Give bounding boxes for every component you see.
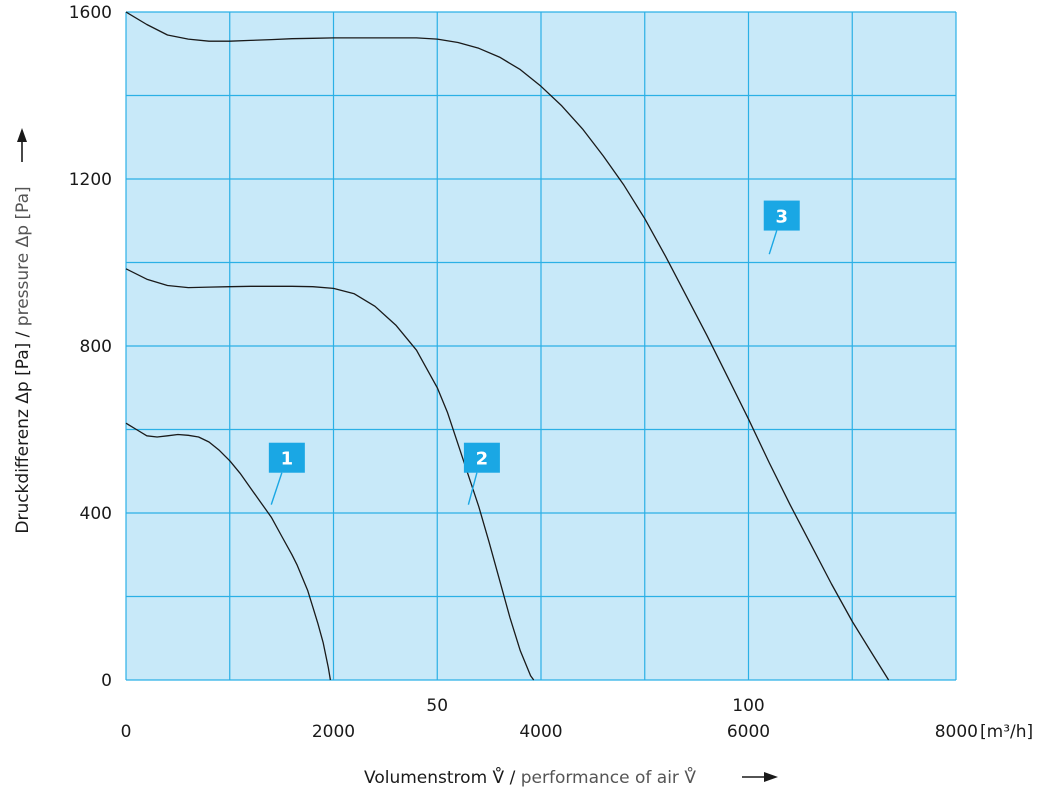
- curve-badge-label-1: 1: [281, 449, 294, 470]
- x-secondary-labels: 50 100: [426, 696, 764, 716]
- curve-badge-label-3: 3: [775, 207, 788, 228]
- x-axis-title-en: performance of air V̊: [521, 767, 697, 788]
- x-tick-label: 2000: [312, 722, 355, 742]
- y-tick-labels: 0 400 800 1200 1600: [69, 3, 112, 691]
- curve-line-2: [125, 268, 535, 681]
- curve-badge-leader-1: [270, 472, 283, 505]
- y-axis-title-de: Druckdifferenz Δp [Pa]: [13, 343, 33, 534]
- curve-badge-label-2: 2: [476, 449, 489, 470]
- y-tick-label: 0: [101, 671, 112, 691]
- x-tick-label: 6000: [727, 722, 770, 742]
- x-axis-arrow-icon: [742, 772, 778, 782]
- curve-badge-leader-2: [467, 472, 478, 505]
- curve-line-3: [125, 11, 890, 681]
- y-axis-title-en: pressure Δp [Pa]: [13, 186, 33, 326]
- curve-badge-2: [463, 442, 500, 473]
- curve-line-1: [125, 422, 332, 681]
- x-secondary-tick-label: 100: [732, 696, 764, 716]
- x-unit-label: [m³/h]: [980, 722, 1033, 742]
- curve-badges: 1 2 3: [268, 200, 800, 505]
- x-axis-title: Volumenstrom V̊ / performance of air V̊: [364, 767, 696, 788]
- y-axis-arrow-icon: [17, 128, 27, 162]
- y-axis-title: Druckdifferenz Δp [Pa] / pressure Δp [Pa…: [13, 186, 33, 533]
- x-secondary-tick-label: 50: [426, 696, 448, 716]
- x-tick-label: 8000: [935, 722, 978, 742]
- y-tick-label: 800: [80, 337, 112, 357]
- curve-badge-1: [268, 442, 305, 473]
- curves: [125, 11, 890, 681]
- x-axis-title-sep: /: [504, 768, 521, 788]
- x-tick-label: 4000: [519, 722, 562, 742]
- y-tick-label: 1600: [69, 3, 112, 23]
- y-tick-label: 400: [80, 504, 112, 524]
- y-axis-title-sep: /: [13, 326, 33, 343]
- x-axis-title-de: Volumenstrom V̊: [364, 767, 505, 788]
- x-tick-labels: 0 2000 4000 6000 8000: [121, 722, 978, 742]
- y-tick-label: 1200: [69, 170, 112, 190]
- x-tick-label: 0: [121, 722, 132, 742]
- curve-badge-leader-3: [768, 230, 778, 255]
- grid: [125, 11, 957, 681]
- curve-badge-3: [763, 200, 800, 231]
